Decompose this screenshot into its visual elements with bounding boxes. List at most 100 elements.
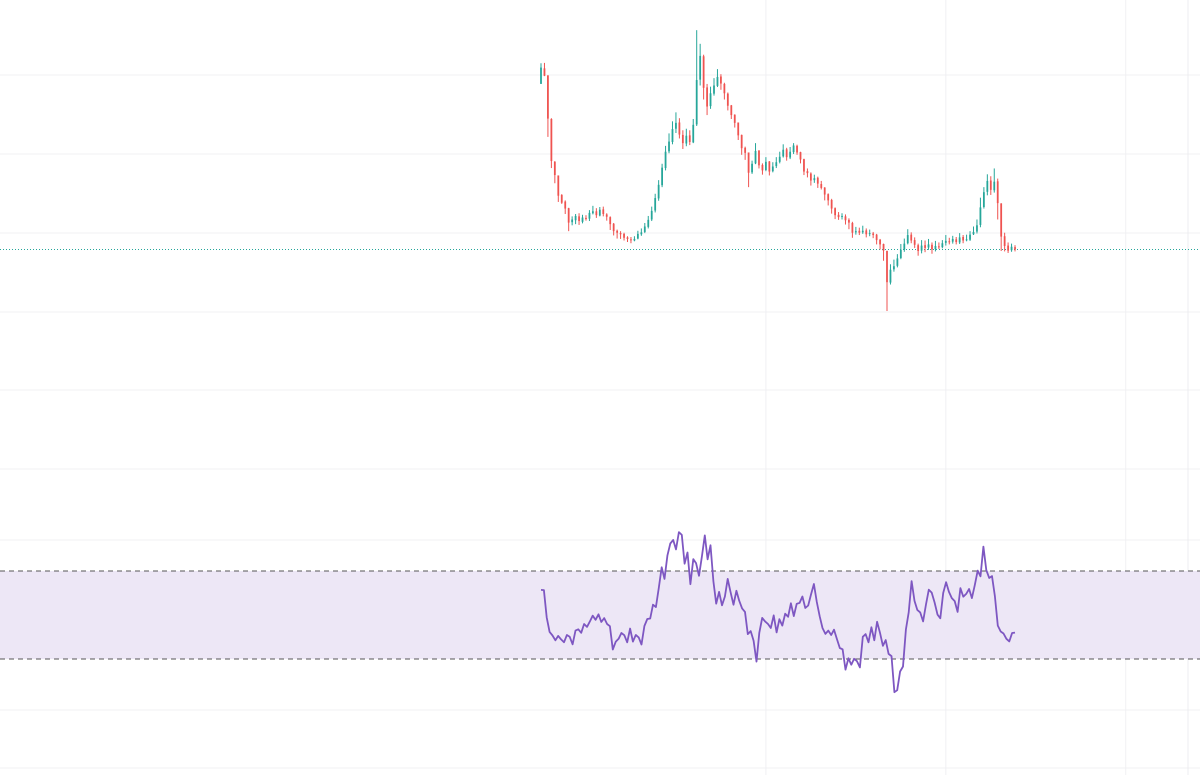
candle <box>962 235 965 244</box>
candle-body <box>834 208 836 216</box>
candle <box>612 222 615 236</box>
candle-body <box>650 210 653 220</box>
candle-body <box>1007 245 1009 251</box>
candle-body <box>917 245 920 252</box>
candle-body <box>989 180 992 190</box>
candle <box>875 233 878 245</box>
candle <box>574 214 577 225</box>
candle <box>664 145 667 171</box>
oscillator-band-layer <box>0 570 1200 660</box>
candle <box>958 233 961 245</box>
candle-body <box>837 214 840 218</box>
candle-body <box>751 163 753 173</box>
candle <box>602 206 605 217</box>
candle-body <box>941 243 944 248</box>
candle <box>979 197 982 228</box>
candle-body <box>657 184 660 199</box>
candle <box>896 254 899 268</box>
candle-body <box>737 122 740 136</box>
candle-body <box>879 239 881 245</box>
candle-body <box>709 93 712 107</box>
candle-body <box>543 68 546 76</box>
candle-body <box>827 194 830 201</box>
candle <box>969 231 971 241</box>
candle-body <box>605 214 608 217</box>
candle <box>948 237 951 245</box>
candle-body <box>809 173 812 181</box>
candle-body <box>972 231 975 235</box>
candle <box>927 238 930 250</box>
candle-body <box>816 177 819 184</box>
candle <box>744 146 747 160</box>
candlestick-layer <box>540 30 1016 312</box>
candle-body <box>861 230 864 233</box>
candle-body <box>886 251 888 283</box>
candle <box>578 213 580 225</box>
candle-body <box>730 105 733 116</box>
candle <box>713 78 715 96</box>
candle <box>771 162 774 173</box>
candle-body <box>754 150 757 164</box>
candle-body <box>664 151 667 169</box>
candle-body <box>893 266 895 270</box>
candle-body <box>913 240 916 245</box>
candle <box>865 228 868 238</box>
candle-body <box>553 161 556 176</box>
candle-body <box>1000 203 1003 237</box>
candle-body <box>733 114 736 123</box>
candle <box>989 176 992 195</box>
candle <box>678 118 681 139</box>
candle <box>730 104 733 119</box>
candle-body <box>969 234 971 240</box>
candle <box>778 151 781 164</box>
candle <box>550 118 553 169</box>
candle <box>671 121 674 145</box>
candle <box>688 130 691 146</box>
candle-body <box>958 237 961 243</box>
candle-body <box>889 269 892 283</box>
candle-body <box>848 219 850 223</box>
candle-body <box>647 219 650 227</box>
candle <box>986 174 989 196</box>
candle-body <box>567 208 570 223</box>
oscillator-line-layer <box>540 531 1016 694</box>
candle-body <box>581 217 584 222</box>
candle-body <box>931 244 933 250</box>
candle <box>996 178 999 220</box>
candle <box>560 194 563 204</box>
candle <box>592 205 594 215</box>
candle <box>540 63 542 84</box>
candle <box>920 240 923 254</box>
candle <box>1003 232 1006 252</box>
candle-body <box>982 192 985 208</box>
candle <box>581 214 584 224</box>
candle-body <box>976 225 978 232</box>
candle <box>951 235 954 244</box>
candle <box>809 172 812 186</box>
candle-body <box>882 244 885 251</box>
candle-body <box>592 211 594 214</box>
candle <box>616 229 619 239</box>
candle-body <box>688 135 691 142</box>
candle <box>1007 242 1009 253</box>
candle-body <box>550 118 553 162</box>
candle-body <box>899 249 902 259</box>
candle-body <box>823 187 826 195</box>
candle <box>626 236 629 243</box>
candle-body <box>654 198 657 211</box>
candle <box>661 163 663 188</box>
candle <box>934 240 937 252</box>
candle-body <box>602 209 605 215</box>
candle-body <box>685 135 688 144</box>
candle <box>605 213 608 221</box>
candle <box>668 133 670 154</box>
candle <box>796 144 798 155</box>
candle <box>1010 243 1013 252</box>
candle <box>806 168 809 178</box>
candle <box>571 216 574 226</box>
candle <box>861 225 864 234</box>
candle-body <box>841 215 843 217</box>
candle-body <box>626 237 629 239</box>
candle <box>827 193 830 206</box>
candle <box>726 92 729 111</box>
